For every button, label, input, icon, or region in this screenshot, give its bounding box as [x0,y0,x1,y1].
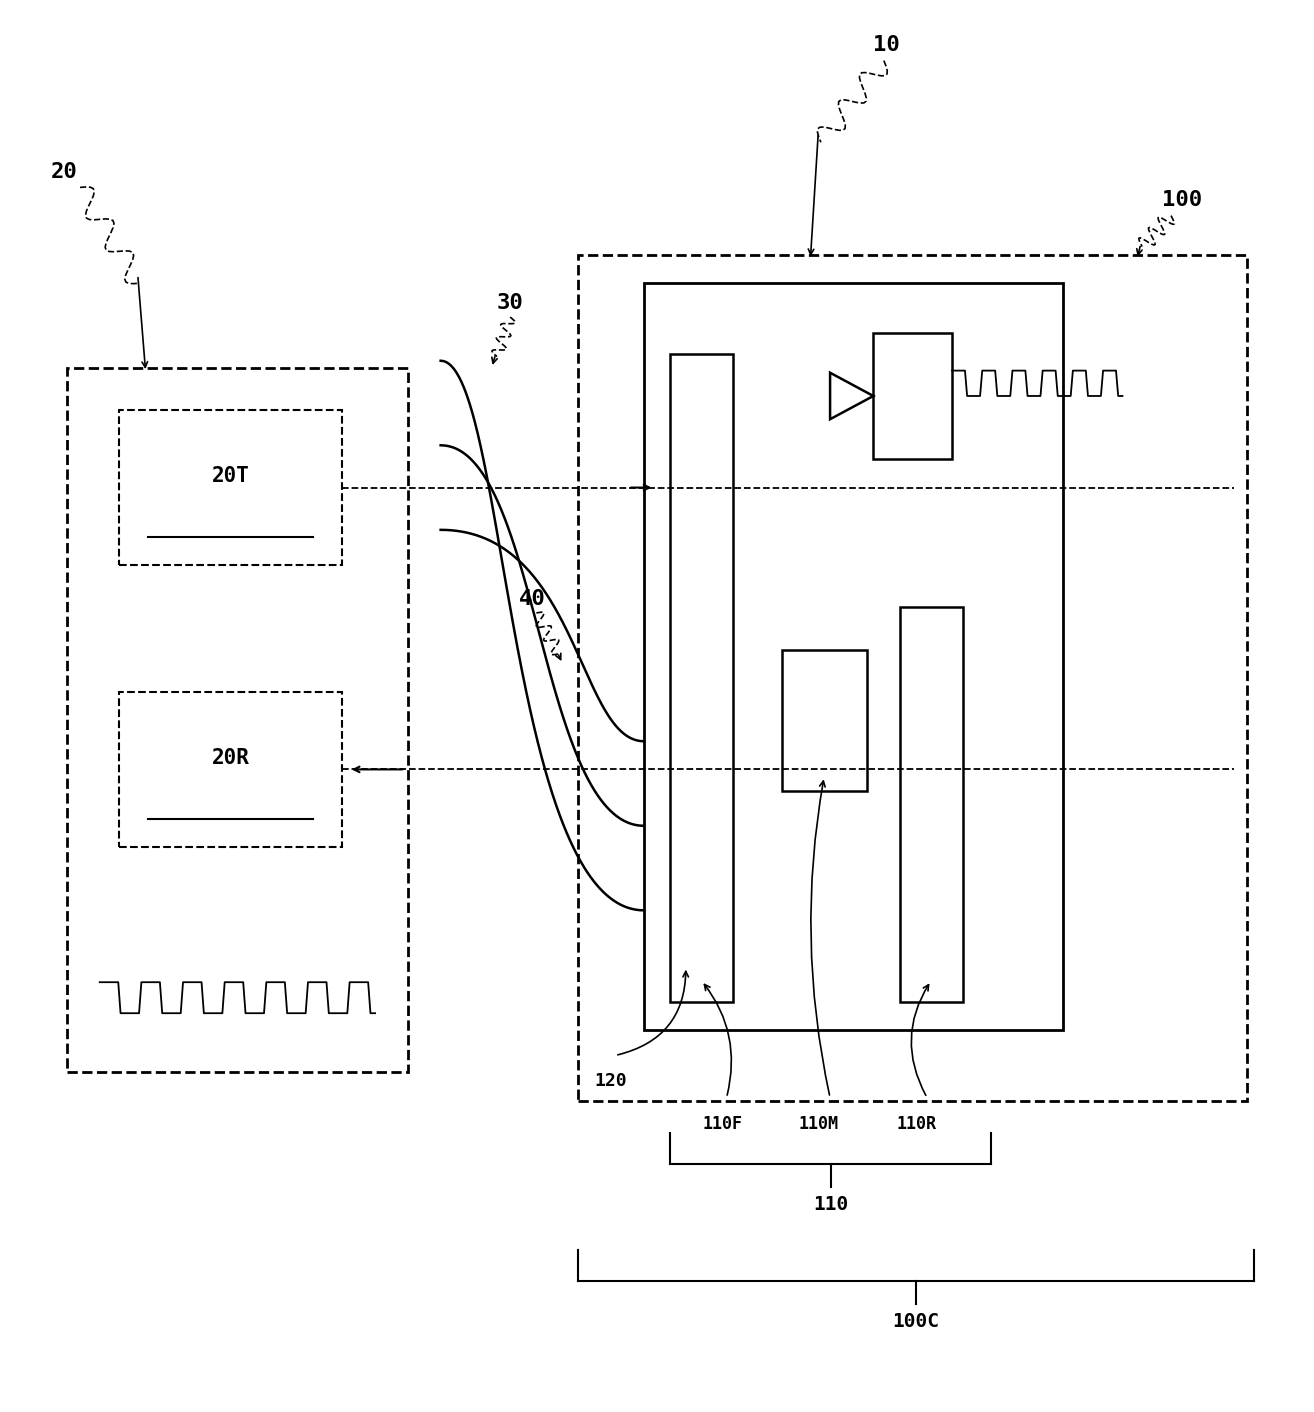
Bar [782,650,867,791]
Bar [670,353,733,1003]
Text: 30: 30 [497,292,524,312]
Bar [874,333,953,459]
Text: 10: 10 [874,35,900,55]
Bar [120,692,343,847]
Text: 110F: 110F [703,1114,742,1132]
Bar [67,367,407,1072]
Text: 110: 110 [813,1195,849,1214]
Text: 100: 100 [1162,189,1202,210]
Text: 20: 20 [51,161,78,182]
Text: 120: 120 [594,1073,627,1090]
Bar [120,409,343,565]
Text: 20R: 20R [212,748,250,768]
Text: 110R: 110R [897,1114,937,1132]
Text: 110M: 110M [799,1114,838,1132]
Bar [900,607,963,1003]
Bar [644,284,1063,1031]
Bar [578,256,1247,1100]
Text: 40: 40 [519,589,547,609]
Text: 20T: 20T [212,466,250,486]
Text: 100C: 100C [892,1312,940,1332]
